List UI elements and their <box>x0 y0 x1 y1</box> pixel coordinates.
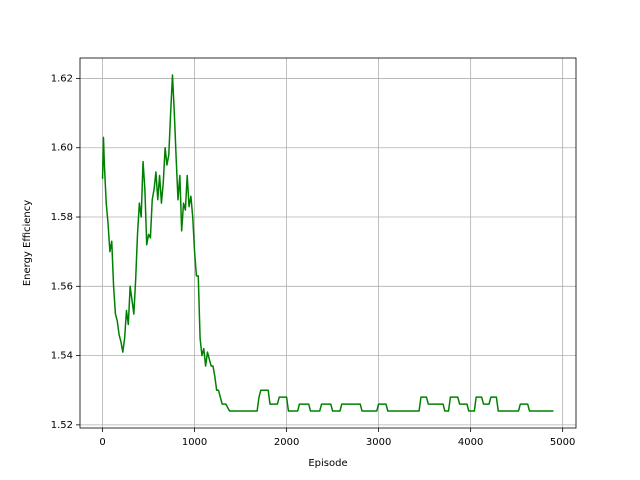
plot-frame <box>79 57 577 429</box>
y-tick-label: 1.62 <box>51 73 73 84</box>
y-tick-label: 1.56 <box>51 281 73 292</box>
x-tick-label: 3000 <box>366 437 391 448</box>
y-tick-label: 1.60 <box>51 143 73 154</box>
y-axis-label: Energy Efficiency <box>22 200 33 286</box>
x-axis-label: Episode <box>308 458 347 469</box>
y-tick-label: 1.54 <box>51 351 73 362</box>
x-tick-label: 0 <box>99 437 105 448</box>
x-tick-label: 1000 <box>182 437 207 448</box>
y-tick-label: 1.58 <box>51 212 73 223</box>
x-tick-label: 5000 <box>550 437 575 448</box>
data-line <box>101 74 554 412</box>
y-tick-label: 1.52 <box>51 420 73 431</box>
x-tick-label: 4000 <box>458 437 483 448</box>
x-tick-label: 2000 <box>274 437 299 448</box>
